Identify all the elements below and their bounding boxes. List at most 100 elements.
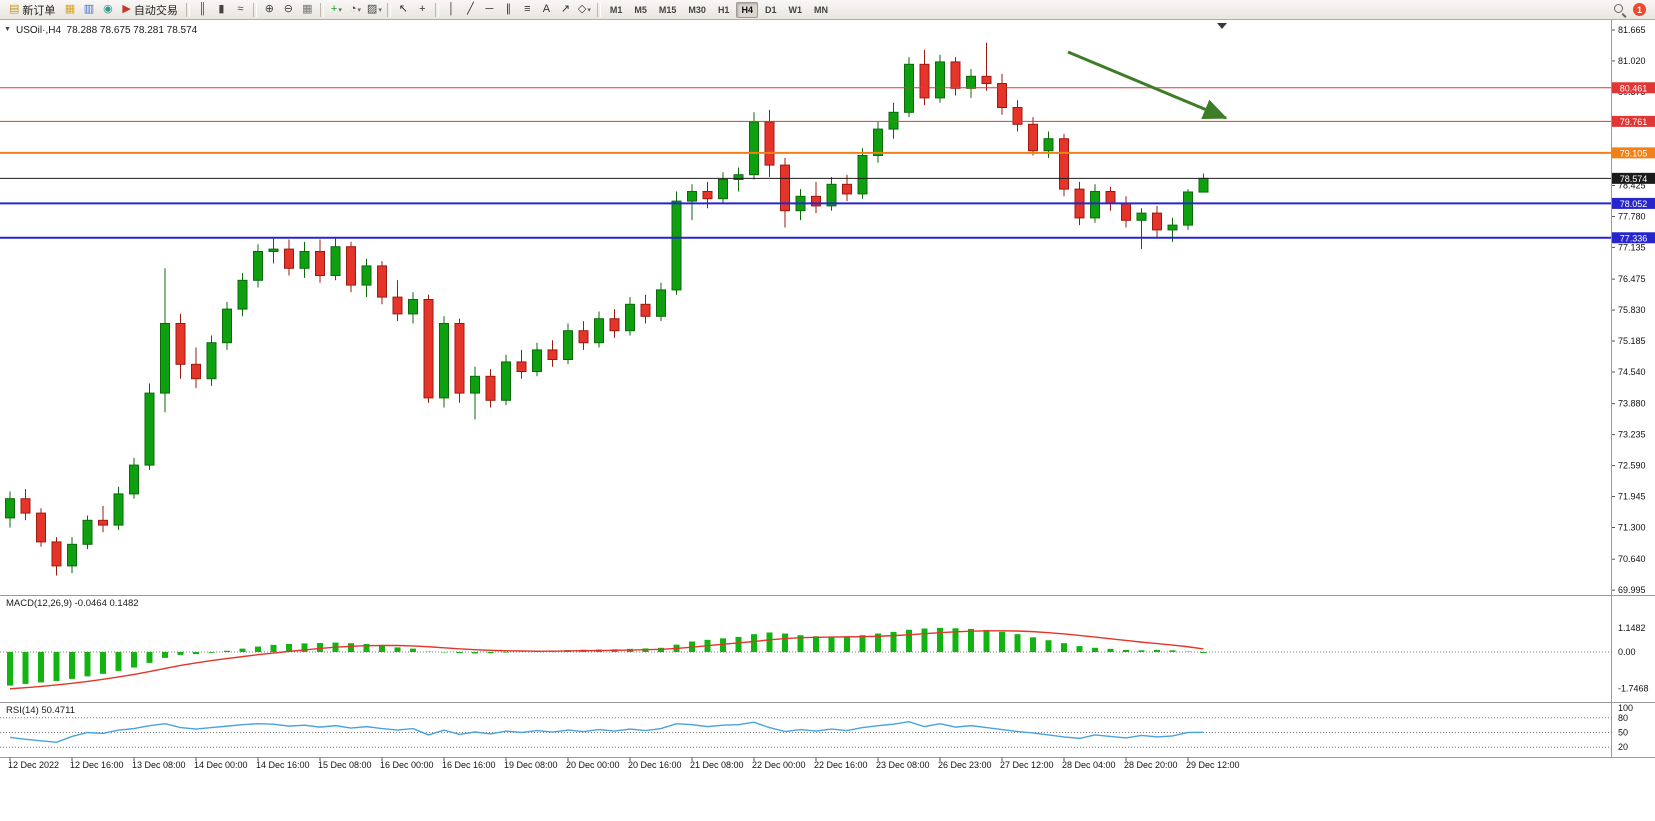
- price-badge-label: 78.052: [1620, 199, 1648, 209]
- time-axis-label: 22 Dec 16:00: [814, 760, 868, 770]
- dropdown-caret-icon[interactable]: ▾: [357, 6, 361, 14]
- crosshair-button[interactable]: +: [413, 1, 432, 19]
- bar-chart-icon: ║: [198, 3, 207, 15]
- navigator-icon: ▥: [83, 3, 95, 15]
- text-label-button[interactable]: A: [537, 1, 556, 19]
- macd-signal-line: [9, 630, 1204, 690]
- dropdown-caret-icon[interactable]: ▾: [378, 6, 382, 14]
- zoom-in-button[interactable]: ⊕: [260, 1, 279, 19]
- price-tick-label: 78.425: [1618, 181, 1646, 191]
- time-axis-label: 23 Dec 08:00: [876, 760, 930, 770]
- new-order-button-label: 新订单: [22, 4, 56, 17]
- grid-button[interactable]: ▦: [298, 1, 317, 19]
- trendline-button[interactable]: ╱: [461, 1, 480, 19]
- price-tick-label: 71.945: [1618, 492, 1646, 502]
- price-chart[interactable]: 81.66581.02080.37579.73079.08578.42577.7…: [0, 0, 1655, 780]
- toolbar-separator: [252, 2, 257, 17]
- dropdown-caret-icon[interactable]: ▾: [338, 6, 342, 14]
- price-tick-label: 76.475: [1618, 274, 1646, 284]
- navigator-button[interactable]: ▥: [79, 1, 98, 19]
- price-badge: [1612, 147, 1655, 159]
- periods-icon: ◔: [349, 3, 357, 15]
- rsi-scale-label: 100: [1618, 703, 1633, 713]
- toolbar-separator: [185, 2, 190, 17]
- cursor-button[interactable]: ↖: [394, 1, 413, 19]
- search-icon[interactable]: [1613, 3, 1626, 16]
- timeframe-m15[interactable]: M15: [658, 4, 677, 15]
- price-tick-label: 81.665: [1618, 25, 1646, 35]
- price-badge: [1612, 197, 1655, 209]
- templates-button[interactable]: ▨ ▾: [365, 1, 384, 19]
- price-badge: [1612, 82, 1655, 94]
- chart-ohlc-label: USOil·,H4 78.288 78.675 78.281 78.574: [16, 25, 198, 36]
- price-axis[interactable]: 81.66581.02080.37579.73079.08578.42577.7…: [1612, 25, 1655, 595]
- price-badge: [1612, 232, 1655, 244]
- text-icon: A: [542, 3, 551, 15]
- crosshair-icon: +: [419, 3, 426, 15]
- macd-scale-label: -1.7468: [1618, 684, 1649, 694]
- bar-chart-button[interactable]: ║: [193, 1, 212, 19]
- price-tick-label: 74.540: [1618, 367, 1646, 377]
- one-click-panel-arrow-icon[interactable]: ▼: [4, 26, 11, 33]
- price-tick-label: 75.185: [1618, 336, 1646, 346]
- line-chart-button[interactable]: ≈: [231, 1, 250, 19]
- chart-shift-marker[interactable]: [1217, 23, 1227, 29]
- new-order-icon: ▤: [9, 3, 20, 15]
- arrows-button[interactable]: ↗: [556, 1, 575, 19]
- candlestick-chart-icon: ▮: [218, 3, 225, 15]
- macd-scale-label: 0.00: [1618, 647, 1636, 657]
- macd-label: MACD(12,26,9) -0.0464 0.1482: [6, 598, 139, 609]
- price-tick-label: 69.995: [1618, 585, 1646, 595]
- time-axis[interactable]: 12 Dec 2022 12 Dec 16:00 13 Dec 08:00 14 De…: [8, 757, 1240, 771]
- zoom-in-icon: ⊕: [264, 3, 274, 15]
- terminal-button[interactable]: ◉: [98, 1, 117, 19]
- timeframe-h4[interactable]: H4: [736, 1, 758, 18]
- main-toolbar: ▤ 新订单 ▦ ▥ ◉ ▶ 自动交易 ║ ▮ ≈ ⊕ ⊖ ▦ + ▾ ◔ ▾ ▨ ▾ ↖ + │ ╱ ─ ∥ ≡ A ↗ ◇ ▾ M1 M5 M…: [0, 0, 1655, 20]
- horizontal-line-icon: ─: [485, 3, 494, 15]
- zoom-out-icon: ⊖: [283, 3, 293, 15]
- notification-badge[interactable]: 1: [1633, 3, 1646, 16]
- time-axis-label: 14 Dec 00:00: [194, 760, 248, 770]
- rsi-line: [9, 721, 1204, 744]
- indicators-icon: +: [330, 3, 338, 15]
- trendline-icon: ╱: [467, 3, 474, 15]
- candlestick-chart-button[interactable]: ▮: [212, 1, 231, 19]
- indicators-button[interactable]: + ▾: [327, 1, 346, 19]
- toolbar-separator: [596, 2, 601, 17]
- timeframe-m5[interactable]: M5: [634, 4, 647, 15]
- shapes-button[interactable]: ◇ ▾: [575, 1, 594, 19]
- time-axis-label: 20 Dec 00:00: [566, 760, 620, 770]
- timeframe-d1[interactable]: D1: [764, 4, 777, 15]
- horizontal-level-lines[interactable]: [0, 87, 1612, 239]
- rsi-scale-label: 50: [1618, 728, 1628, 738]
- time-axis-label: 14 Dec 16:00: [256, 760, 310, 770]
- time-axis-label: 12 Dec 16:00: [70, 760, 124, 770]
- zoom-out-button[interactable]: ⊖: [279, 1, 298, 19]
- auto-trading-button[interactable]: ▶ 自动交易: [117, 1, 182, 19]
- vertical-line-button[interactable]: │: [442, 1, 461, 19]
- fibonacci-icon: ≡: [524, 3, 531, 15]
- time-axis-label: 26 Dec 23:00: [938, 760, 992, 770]
- trend-arrow[interactable]: [1067, 50, 1228, 120]
- dropdown-caret-icon[interactable]: ▾: [587, 6, 591, 14]
- fibonacci-button[interactable]: ≡: [518, 1, 537, 19]
- price-tick-label: 71.300: [1618, 523, 1646, 533]
- channel-button[interactable]: ∥: [499, 1, 518, 19]
- price-tick-label: 75.830: [1618, 305, 1646, 315]
- channel-icon: ∥: [505, 3, 512, 15]
- periods-button[interactable]: ◔ ▾: [346, 1, 365, 19]
- market-watch-button[interactable]: ▦: [60, 1, 79, 19]
- timeframe-mn[interactable]: MN: [813, 4, 828, 15]
- time-axis-label: 12 Dec 2022: [8, 760, 59, 770]
- new-order-button[interactable]: ▤ 新订单: [4, 1, 60, 19]
- shapes-icon: ◇: [577, 3, 587, 15]
- timeframe-w1[interactable]: W1: [788, 4, 802, 15]
- timeframe-m1[interactable]: M1: [609, 4, 623, 15]
- timeframe-h1[interactable]: H1: [717, 4, 730, 15]
- rsi-scale-label: 20: [1618, 742, 1628, 752]
- macd-histogram: [7, 627, 1207, 686]
- macd-scale-label: 1.1482: [1618, 623, 1646, 633]
- horizontal-line-button[interactable]: ─: [480, 1, 499, 19]
- vertical-line-icon: │: [447, 3, 455, 15]
- timeframe-m30[interactable]: M30: [688, 4, 706, 15]
